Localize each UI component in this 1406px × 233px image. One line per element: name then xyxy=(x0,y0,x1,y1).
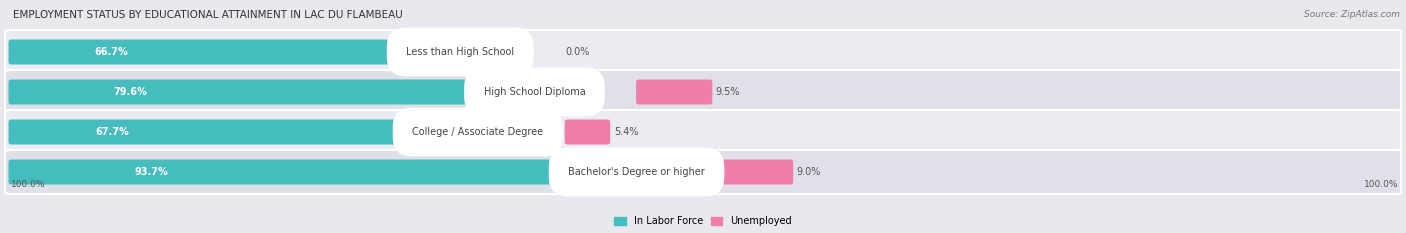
FancyBboxPatch shape xyxy=(636,79,713,104)
FancyBboxPatch shape xyxy=(8,160,575,185)
Text: College / Associate Degree: College / Associate Degree xyxy=(412,127,543,137)
Text: Source: ZipAtlas.com: Source: ZipAtlas.com xyxy=(1303,10,1400,19)
Text: 93.7%: 93.7% xyxy=(135,167,169,177)
Text: 67.7%: 67.7% xyxy=(96,127,129,137)
Text: Less than High School: Less than High School xyxy=(406,47,515,57)
Text: 100.0%: 100.0% xyxy=(11,180,45,189)
FancyBboxPatch shape xyxy=(6,70,1400,114)
Text: 5.4%: 5.4% xyxy=(613,127,638,137)
Text: High School Diploma: High School Diploma xyxy=(484,87,585,97)
Text: 100.0%: 100.0% xyxy=(1364,180,1398,189)
FancyBboxPatch shape xyxy=(6,110,1400,154)
FancyBboxPatch shape xyxy=(6,150,1400,194)
FancyBboxPatch shape xyxy=(8,120,420,144)
Text: 9.0%: 9.0% xyxy=(797,167,821,177)
Legend: In Labor Force, Unemployed: In Labor Force, Unemployed xyxy=(612,214,794,228)
Text: Bachelor's Degree or higher: Bachelor's Degree or higher xyxy=(568,167,704,177)
FancyBboxPatch shape xyxy=(565,120,610,144)
Text: EMPLOYMENT STATUS BY EDUCATIONAL ATTAINMENT IN LAC DU FLAMBEAU: EMPLOYMENT STATUS BY EDUCATIONAL ATTAINM… xyxy=(13,10,402,20)
FancyBboxPatch shape xyxy=(8,79,491,104)
Text: 0.0%: 0.0% xyxy=(565,47,589,57)
Text: 66.7%: 66.7% xyxy=(94,47,128,57)
Text: 9.5%: 9.5% xyxy=(716,87,741,97)
FancyBboxPatch shape xyxy=(8,40,413,65)
FancyBboxPatch shape xyxy=(6,30,1400,74)
Text: 79.6%: 79.6% xyxy=(114,87,148,97)
FancyBboxPatch shape xyxy=(721,160,793,185)
